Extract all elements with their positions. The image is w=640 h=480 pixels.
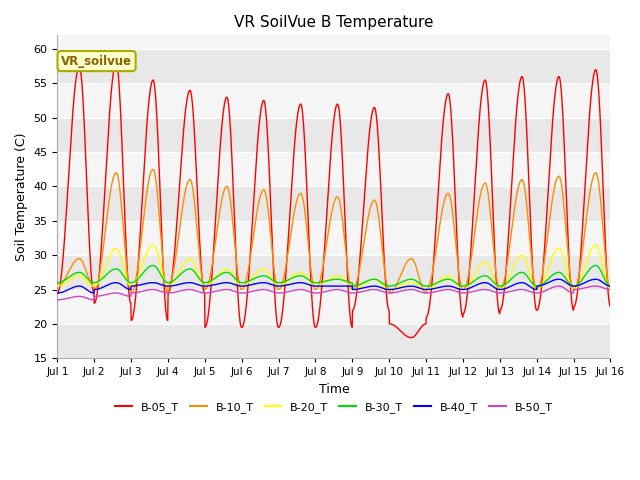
B-30_T [607,283,614,289]
B-10_T [289,218,296,224]
B-05_T [310,319,317,324]
Bar [58,255,611,289]
B-10_T [149,167,157,172]
Legend: B-05_T, B-10_T, B-20_T, B-30_T, B-40_T, B-50_T: B-05_T, B-10_T, B-20_T, B-30_T, B-40_T, … [111,397,557,417]
B-05_T [369,108,376,114]
B-40_T [555,276,563,282]
B-30_T [310,280,317,286]
B-50_T [592,283,600,289]
B-30_T [300,274,308,279]
B-05_T [607,304,614,310]
B-20_T [119,261,127,267]
B-20_T [149,242,157,248]
B-05_T [300,126,308,132]
B-05_T [112,60,120,66]
B-30_T [54,280,61,286]
B-20_T [300,271,308,277]
B-40_T [310,283,317,289]
B-05_T [289,171,296,177]
Line: B-50_T: B-50_T [58,286,611,300]
Bar [58,15,611,49]
B-30_T [349,283,356,289]
Y-axis label: Soil Temperature (C): Soil Temperature (C) [15,132,28,261]
Line: B-40_T: B-40_T [58,279,611,293]
B-20_T [607,287,614,292]
B-50_T [300,287,307,293]
B-10_T [607,287,614,292]
B-30_T [369,276,377,282]
Bar [58,84,611,118]
Bar [58,152,611,186]
Bar [58,289,611,324]
B-20_T [310,283,317,288]
Bar [58,118,611,152]
B-50_T [368,287,376,292]
Bar [58,221,611,255]
B-10_T [97,267,104,273]
B-50_T [288,288,296,294]
B-50_T [97,293,104,299]
B-20_T [349,287,356,292]
B-10_T [369,199,377,204]
Line: B-05_T: B-05_T [58,63,611,337]
B-40_T [288,281,296,287]
B-40_T [607,283,614,289]
B-40_T [97,286,104,291]
B-10_T [54,283,61,289]
B-40_T [300,280,307,286]
Bar [58,49,611,84]
Title: VR SoilVue B Temperature: VR SoilVue B Temperature [234,15,434,30]
B-40_T [119,283,127,288]
B-50_T [119,291,127,297]
B-30_T [97,277,104,283]
B-40_T [368,283,376,289]
Line: B-10_T: B-10_T [58,169,611,293]
B-30_T [149,263,157,268]
B-05_T [97,260,104,265]
B-40_T [54,290,61,296]
B-10_T [310,285,318,291]
B-05_T [54,290,61,296]
B-50_T [54,297,61,303]
Bar [58,324,611,358]
Text: VR_soilvue: VR_soilvue [61,55,132,68]
B-30_T [289,275,296,281]
X-axis label: Time: Time [319,383,349,396]
Line: B-30_T: B-30_T [58,265,611,286]
B-20_T [97,277,104,283]
B-50_T [607,287,614,292]
B-20_T [54,283,61,289]
B-10_T [300,204,308,209]
Bar [58,186,611,221]
B-50_T [310,290,317,296]
B-10_T [127,290,135,296]
B-05_T [408,335,415,340]
B-05_T [119,169,127,175]
B-20_T [369,276,377,282]
B-10_T [119,218,127,224]
B-20_T [289,274,296,279]
Line: B-20_T: B-20_T [58,245,611,289]
B-30_T [119,272,127,277]
